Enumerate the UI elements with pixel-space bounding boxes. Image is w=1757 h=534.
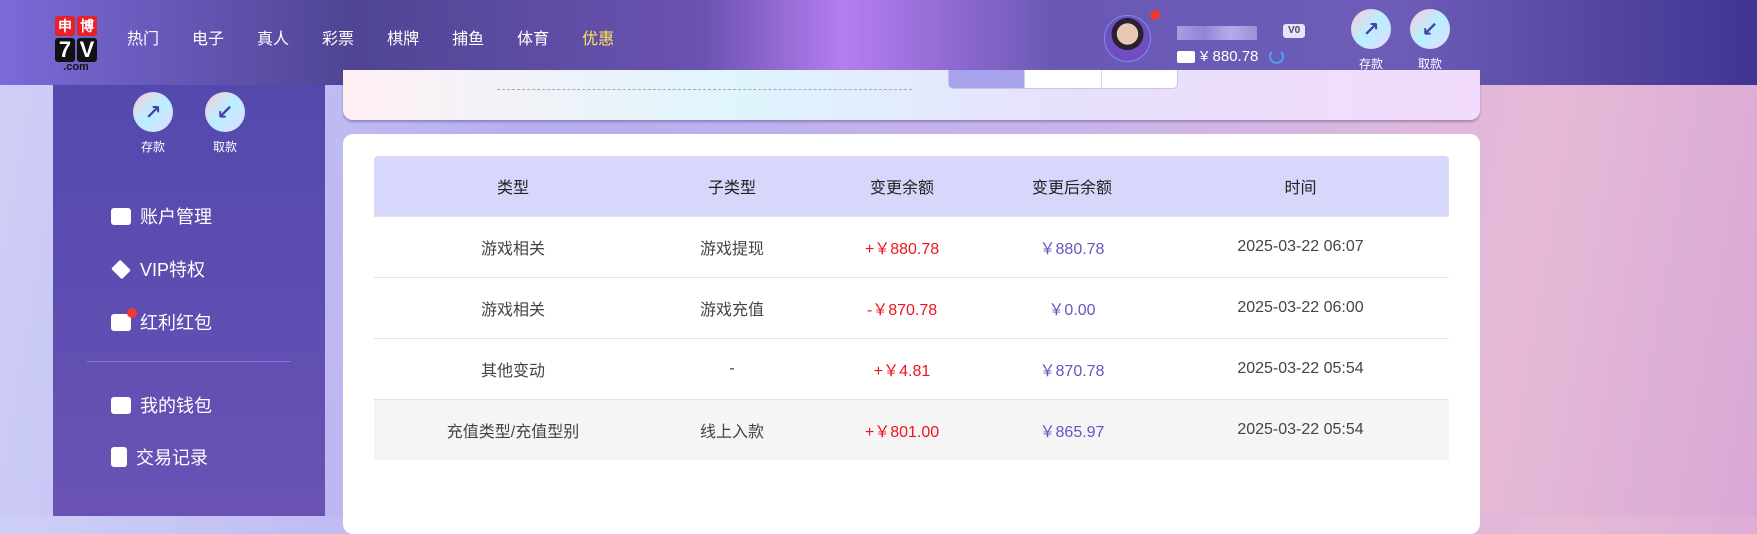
table-row: 充值类型/充值型别 线上入款 +￥801.00 ￥865.97 2025-03-22 0…: [374, 398, 1449, 460]
envelope-icon: [111, 307, 137, 331]
nav-live[interactable]: 真人: [257, 31, 290, 48]
table-row: 游戏相关 游戏充值 -￥870.78 ￥0.00 2025-03-22 06:00: [374, 276, 1449, 338]
wallet-icon: [1177, 50, 1195, 63]
logo-char: 申: [55, 16, 75, 36]
withdraw-label: 取款: [212, 140, 237, 154]
cell-subtype: 游戏提现: [652, 215, 812, 277]
col-subtype: 子类型: [652, 156, 812, 216]
withdraw-icon: ↙: [1410, 9, 1450, 49]
notification-dot: [1150, 10, 1160, 20]
cell-time: 2025-03-22 06:00: [1152, 276, 1449, 338]
cell-type: 游戏相关: [374, 276, 652, 338]
sidebar-item-label: 账户管理: [140, 207, 212, 227]
logo-char: V: [77, 38, 97, 62]
cell-change: +￥801.00: [812, 398, 992, 460]
transactions-table: 类型 子类型 变更余额 变更后余额 时间 游戏相关 游戏提现 +￥880.78 ￥88…: [374, 156, 1449, 460]
cell-time: 2025-03-22 05:54: [1152, 337, 1449, 399]
nav-lottery[interactable]: 彩票: [322, 31, 355, 48]
vip-badge: V0: [1283, 24, 1306, 38]
wallet-icon: [111, 396, 131, 414]
table-row: 游戏相关 游戏提现 +￥880.78 ￥880.78 2025-03-22 06:07: [374, 215, 1449, 277]
nav-hot[interactable]: 热门: [127, 31, 160, 48]
cell-balance-after: ￥880.78: [992, 215, 1152, 277]
document-icon: [111, 447, 127, 467]
username-blurred: [1177, 26, 1257, 40]
sidebar-item-label: VIP特权: [140, 260, 206, 280]
nav-cards[interactable]: 棋牌: [387, 31, 420, 48]
col-change: 变更余额: [812, 156, 992, 216]
avatar[interactable]: [1104, 15, 1151, 62]
table-row: 其他变动 - +￥4.81 ￥870.78 2025-03-22 05:54: [374, 337, 1449, 399]
main-nav: 热门 电子 真人 彩票 棋牌 捕鱼 体育 优惠: [127, 30, 614, 50]
notification-dot: [127, 307, 137, 318]
logo-char: 博: [77, 16, 97, 36]
sidebar-item-vip[interactable]: VIP特权: [111, 256, 205, 282]
cell-change: +￥880.78: [812, 215, 992, 277]
col-time: 时间: [1152, 156, 1449, 216]
deposit-label: 存款: [1358, 57, 1383, 71]
withdraw-button[interactable]: ↙ 取款: [1405, 9, 1455, 72]
cell-change: -￥870.78: [812, 276, 992, 338]
segment-tab[interactable]: [949, 70, 1025, 88]
withdraw-label: 取款: [1417, 57, 1442, 71]
nav-fishing[interactable]: 捕鱼: [452, 31, 485, 48]
sidebar-withdraw-button[interactable]: ↙ 取款: [200, 92, 250, 155]
cell-balance-after: ￥0.00: [992, 276, 1152, 338]
deposit-icon: ↗: [1351, 9, 1391, 49]
deposit-icon: ↗: [133, 92, 173, 132]
cell-change: +￥4.81: [812, 337, 992, 399]
sidebar-item-wallet[interactable]: 我的钱包: [111, 392, 212, 418]
nav-promotions[interactable]: 优惠: [582, 31, 615, 48]
card-icon: [111, 207, 131, 225]
cell-subtype: 游戏充值: [652, 276, 812, 338]
col-type: 类型: [374, 156, 652, 216]
divider: [87, 361, 291, 362]
wallet-balance: ¥ 880.78: [1177, 48, 1285, 65]
logo-char: 7: [55, 38, 75, 62]
sidebar-item-transactions[interactable]: 交易记录: [111, 444, 208, 470]
sidebar-item-label: 我的钱包: [140, 396, 212, 416]
transactions-card: 类型 子类型 变更余额 变更后余额 时间 游戏相关 游戏提现 +￥880.78 ￥88…: [343, 134, 1480, 534]
deposit-button[interactable]: ↗ 存款: [1346, 9, 1396, 72]
cell-balance-after: ￥865.97: [992, 398, 1152, 460]
cell-type: 其他变动: [374, 337, 652, 399]
withdraw-icon: ↙: [205, 92, 245, 132]
sidebar-item-label: 交易记录: [136, 448, 208, 468]
nav-sports[interactable]: 体育: [517, 31, 550, 48]
cell-type: 充值类型/充值型别: [374, 398, 652, 460]
filter-card: [343, 70, 1480, 120]
cell-subtype: 线上入款: [652, 398, 812, 460]
sidebar: ↗ 存款 ↙ 取款 账户管理 VIP特权 红利红包 我的钱包 交易记录: [53, 85, 325, 516]
sidebar-item-account[interactable]: 账户管理: [111, 203, 212, 229]
sidebar-deposit-button[interactable]: ↗ 存款: [128, 92, 178, 155]
cell-time: 2025-03-22 06:07: [1152, 215, 1449, 277]
logo-domain: .com: [63, 61, 89, 73]
sidebar-item-bonus[interactable]: 红利红包: [111, 307, 212, 335]
deposit-label: 存款: [140, 140, 165, 154]
balance-amount: ¥ 880.78: [1200, 48, 1259, 65]
cell-type: 游戏相关: [374, 215, 652, 277]
refresh-icon[interactable]: [1269, 49, 1285, 64]
nav-slots[interactable]: 电子: [192, 31, 225, 48]
sidebar-item-label: 红利红包: [140, 313, 212, 333]
diamond-icon: [111, 259, 131, 279]
segment-tab[interactable]: [1024, 70, 1101, 88]
segment-tab[interactable]: [1100, 70, 1177, 88]
cell-balance-after: ￥870.78: [992, 337, 1152, 399]
segmented-tabs: [948, 70, 1178, 89]
dotted-divider: [497, 89, 912, 90]
cell-subtype: -: [652, 337, 812, 399]
col-balance-after: 变更后余额: [992, 156, 1152, 216]
cell-time: 2025-03-22 05:54: [1152, 398, 1449, 460]
